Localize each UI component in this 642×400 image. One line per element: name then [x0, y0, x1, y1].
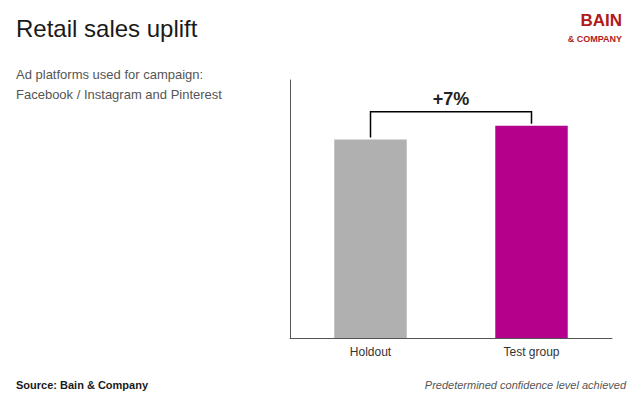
- svg-text:Ad platforms used for campaign: Ad platforms used for campaign:: [16, 67, 203, 82]
- svg-text:BAIN: BAIN: [580, 11, 622, 30]
- svg-text:+7%: +7%: [433, 89, 470, 109]
- svg-text:Source: Bain & Company: Source: Bain & Company: [16, 379, 149, 391]
- svg-text:Retail sales uplift: Retail sales uplift: [16, 15, 198, 42]
- svg-text:Holdout: Holdout: [350, 345, 392, 359]
- svg-text:Facebook / Instagram and Pinte: Facebook / Instagram and Pinterest: [16, 87, 222, 102]
- svg-text:Predetermined confidence level: Predetermined confidence level achieved: [425, 379, 627, 391]
- svg-text:Test group: Test group: [503, 345, 559, 359]
- svg-text:& COMPANY: & COMPANY: [568, 34, 622, 44]
